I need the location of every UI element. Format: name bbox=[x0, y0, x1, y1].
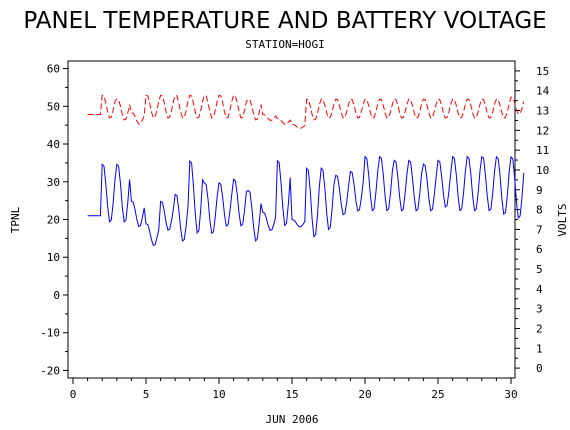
left-tick-label: 0 bbox=[53, 289, 60, 302]
right-tick-label: 4 bbox=[536, 283, 543, 296]
left-tick-label: 60 bbox=[47, 63, 60, 76]
left-tick-label: -20 bbox=[40, 364, 60, 377]
right-tick-label: 15 bbox=[536, 65, 549, 78]
right-tick-label: 14 bbox=[536, 85, 550, 98]
left-axis: -20 -10 0 10 20 30 40 50 60 bbox=[40, 63, 68, 377]
x-tick-label: 5 bbox=[143, 388, 150, 401]
left-tick-label: 40 bbox=[47, 138, 60, 151]
right-tick-label: 7 bbox=[536, 223, 543, 236]
left-tick-label: 50 bbox=[47, 100, 60, 113]
right-tick-label: 1 bbox=[536, 342, 543, 355]
x-tick-label: 25 bbox=[431, 388, 444, 401]
left-tick-label: 10 bbox=[47, 251, 60, 264]
x-axis: 0 5 10 15 20 25 30 bbox=[70, 378, 518, 401]
right-tick-label: 9 bbox=[536, 184, 543, 197]
right-tick-label: 3 bbox=[536, 303, 543, 316]
right-tick-label: 11 bbox=[536, 144, 549, 157]
right-tick-label: 5 bbox=[536, 263, 543, 276]
right-tick-label: 13 bbox=[536, 105, 549, 118]
x-tick-label: 30 bbox=[504, 388, 517, 401]
right-tick-label: 2 bbox=[536, 322, 543, 335]
right-tick-label: 6 bbox=[536, 243, 543, 256]
right-tick-label: 8 bbox=[536, 204, 543, 217]
chart-subtitle: STATION=HOGI bbox=[245, 38, 324, 51]
left-axis-label: TPNL bbox=[9, 206, 22, 233]
x-tick-label: 15 bbox=[285, 388, 298, 401]
chart-title: PANEL TEMPERATURE AND BATTERY VOLTAGE bbox=[23, 8, 546, 34]
x-tick-label: 0 bbox=[70, 388, 77, 401]
series-line-tpnl bbox=[87, 155, 525, 247]
x-axis-label: JUN 2006 bbox=[266, 413, 319, 426]
series-line-volts bbox=[87, 94, 525, 129]
x-tick-label: 10 bbox=[212, 388, 225, 401]
series-layer bbox=[87, 94, 525, 247]
right-tick-label: 12 bbox=[536, 124, 549, 137]
left-tick-label: -10 bbox=[40, 327, 60, 340]
left-tick-label: 20 bbox=[47, 214, 60, 227]
right-axis-label: VOLTS bbox=[556, 203, 569, 236]
left-tick-label: 30 bbox=[47, 176, 60, 189]
x-tick-label: 20 bbox=[358, 388, 371, 401]
right-tick-label: 0 bbox=[536, 362, 543, 375]
right-tick-label: 10 bbox=[536, 164, 549, 177]
